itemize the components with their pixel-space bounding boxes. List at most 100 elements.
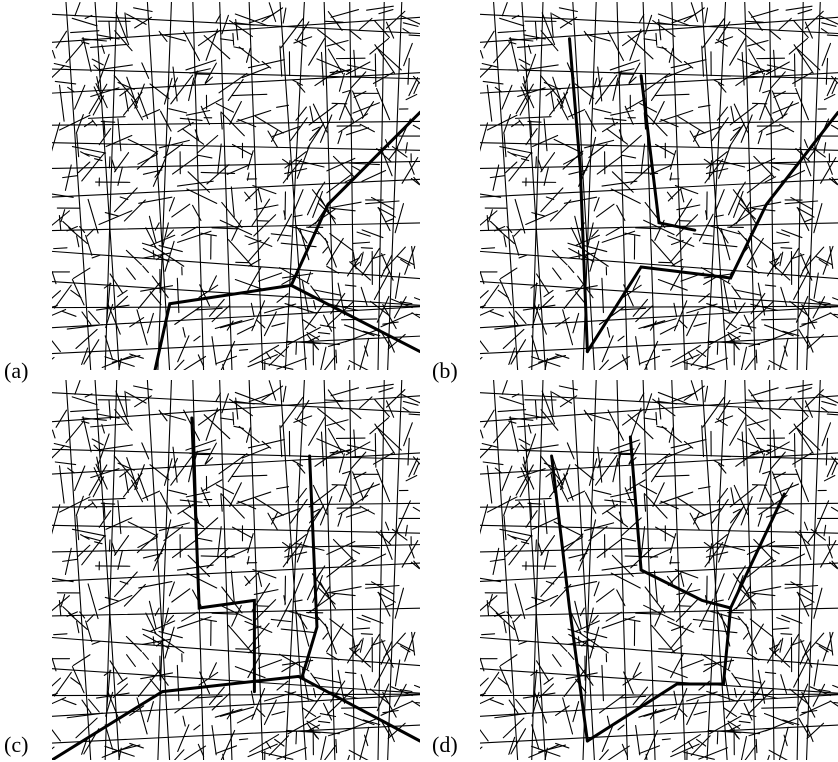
- street: [222, 202, 242, 227]
- street: [172, 204, 190, 217]
- street: [479, 505, 488, 537]
- street: [307, 272, 310, 282]
- street: [272, 323, 285, 326]
- street: [331, 10, 358, 18]
- street: [480, 393, 838, 413]
- street: [327, 624, 344, 651]
- street: [341, 756, 349, 762]
- street: [605, 118, 626, 120]
- street: [822, 23, 836, 27]
- street: [62, 311, 76, 316]
- street: [359, 397, 371, 408]
- street: [482, 248, 495, 249]
- street: [256, 498, 284, 515]
- street: [160, 111, 171, 131]
- street: [814, 204, 822, 233]
- street: [699, 358, 728, 369]
- street: [611, 492, 634, 497]
- street: [338, 514, 342, 526]
- street: [739, 30, 765, 51]
- street: [336, 350, 337, 363]
- street: [327, 158, 355, 170]
- street: [519, 439, 530, 445]
- street: [746, 21, 763, 22]
- street: [504, 621, 506, 632]
- street: [482, 444, 498, 448]
- street: [169, 109, 187, 113]
- street: [158, 2, 172, 370]
- street: [269, 3, 275, 22]
- street: [173, 156, 199, 174]
- street: [245, 192, 250, 199]
- street: [822, 43, 830, 65]
- street: [115, 572, 138, 597]
- street: [83, 38, 91, 72]
- street: [295, 190, 303, 209]
- street: [716, 574, 724, 594]
- street: [84, 121, 93, 127]
- street: [503, 718, 524, 738]
- street: [52, 608, 420, 616]
- street: [585, 360, 608, 386]
- street: [258, 573, 261, 586]
- street: [502, 381, 507, 395]
- street: [196, 308, 222, 310]
- street: [60, 85, 65, 121]
- street: [139, 197, 172, 203]
- street: [501, 655, 517, 666]
- street: [125, 472, 128, 492]
- street: [99, 211, 132, 225]
- street: [127, 655, 136, 667]
- street: [729, 189, 741, 214]
- street: [564, 582, 596, 588]
- street: [277, 748, 306, 759]
- street: [567, 443, 574, 459]
- street: [351, 452, 366, 469]
- street: [805, 219, 812, 222]
- street: [52, 223, 420, 231]
- street: [480, 69, 838, 79]
- street: [183, 716, 185, 726]
- street: [473, 211, 497, 231]
- street: [625, 619, 640, 622]
- street: [388, 2, 402, 370]
- street: [573, 2, 595, 370]
- street: [544, 678, 553, 684]
- street: [500, 18, 524, 25]
- street: [186, 60, 216, 70]
- street: [536, 540, 537, 551]
- street: [769, 409, 781, 419]
- street-map: [28, 2, 442, 397]
- street: [397, 256, 414, 264]
- street: [160, 360, 184, 386]
- street: [602, 336, 613, 362]
- street: [551, 13, 553, 37]
- street: [201, 619, 217, 622]
- street: [677, 205, 700, 210]
- street: [45, 211, 70, 231]
- street: [559, 386, 577, 390]
- street: [68, 468, 75, 473]
- street: [698, 487, 710, 489]
- street: [564, 282, 585, 309]
- street: [235, 667, 265, 678]
- street: [71, 410, 99, 412]
- street: [732, 673, 741, 685]
- street: [553, 268, 561, 279]
- street: [138, 537, 157, 547]
- street: [605, 500, 626, 502]
- street: [551, 391, 553, 415]
- street: [182, 129, 203, 144]
- street: [201, 233, 217, 236]
- street: [341, 366, 349, 389]
- street: [771, 72, 786, 89]
- street: [307, 506, 323, 532]
- street: [91, 424, 127, 427]
- street: [684, 752, 715, 759]
- street: [109, 157, 110, 168]
- street: [196, 696, 222, 698]
- street: [607, 328, 609, 337]
- street: [620, 696, 646, 698]
- street: [762, 319, 796, 320]
- street: [77, 134, 79, 157]
